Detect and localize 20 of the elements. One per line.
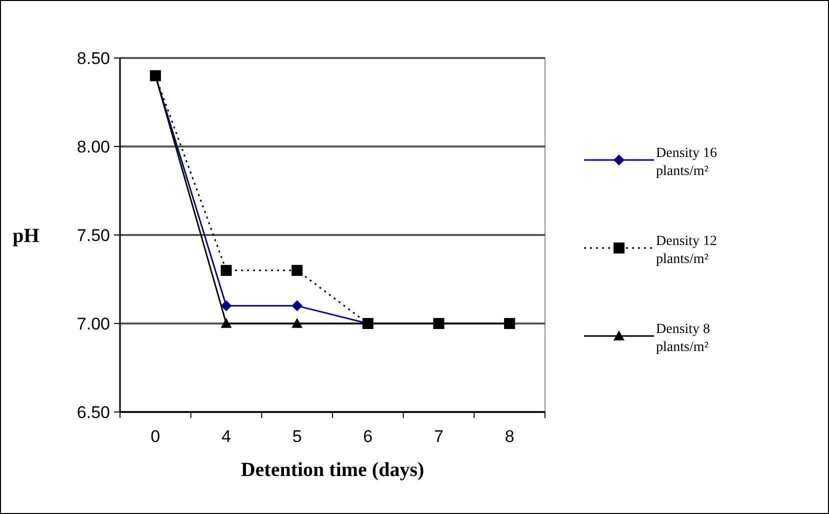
y-tick-label: 8.00	[76, 137, 110, 156]
point	[292, 300, 303, 312]
x-tick-label: 7	[434, 427, 444, 446]
point	[292, 264, 303, 276]
x-tick-label: 6	[363, 427, 373, 446]
point	[220, 300, 232, 312]
x-tick-label: 0	[150, 427, 160, 446]
y-axis-title: pH	[12, 225, 40, 247]
y-tick-label: 7.50	[76, 226, 110, 245]
x-axis-title: Detention time (days)	[240, 459, 424, 481]
y-tick-label: 6.50	[76, 402, 110, 422]
y-tick-label: 7.00	[76, 314, 110, 334]
legend-label: Density 16 plants/m²	[656, 146, 718, 179]
legend-label: Density 12 plants/m²	[656, 234, 718, 267]
x-tick-label: 8	[504, 427, 514, 446]
x-tick-label: 4	[222, 427, 231, 446]
legend-label: Density 8 plants/m²	[656, 322, 710, 355]
x-tick-label: 5	[292, 427, 302, 446]
y-tick-label: 8.50	[76, 48, 110, 68]
point	[220, 264, 232, 276]
